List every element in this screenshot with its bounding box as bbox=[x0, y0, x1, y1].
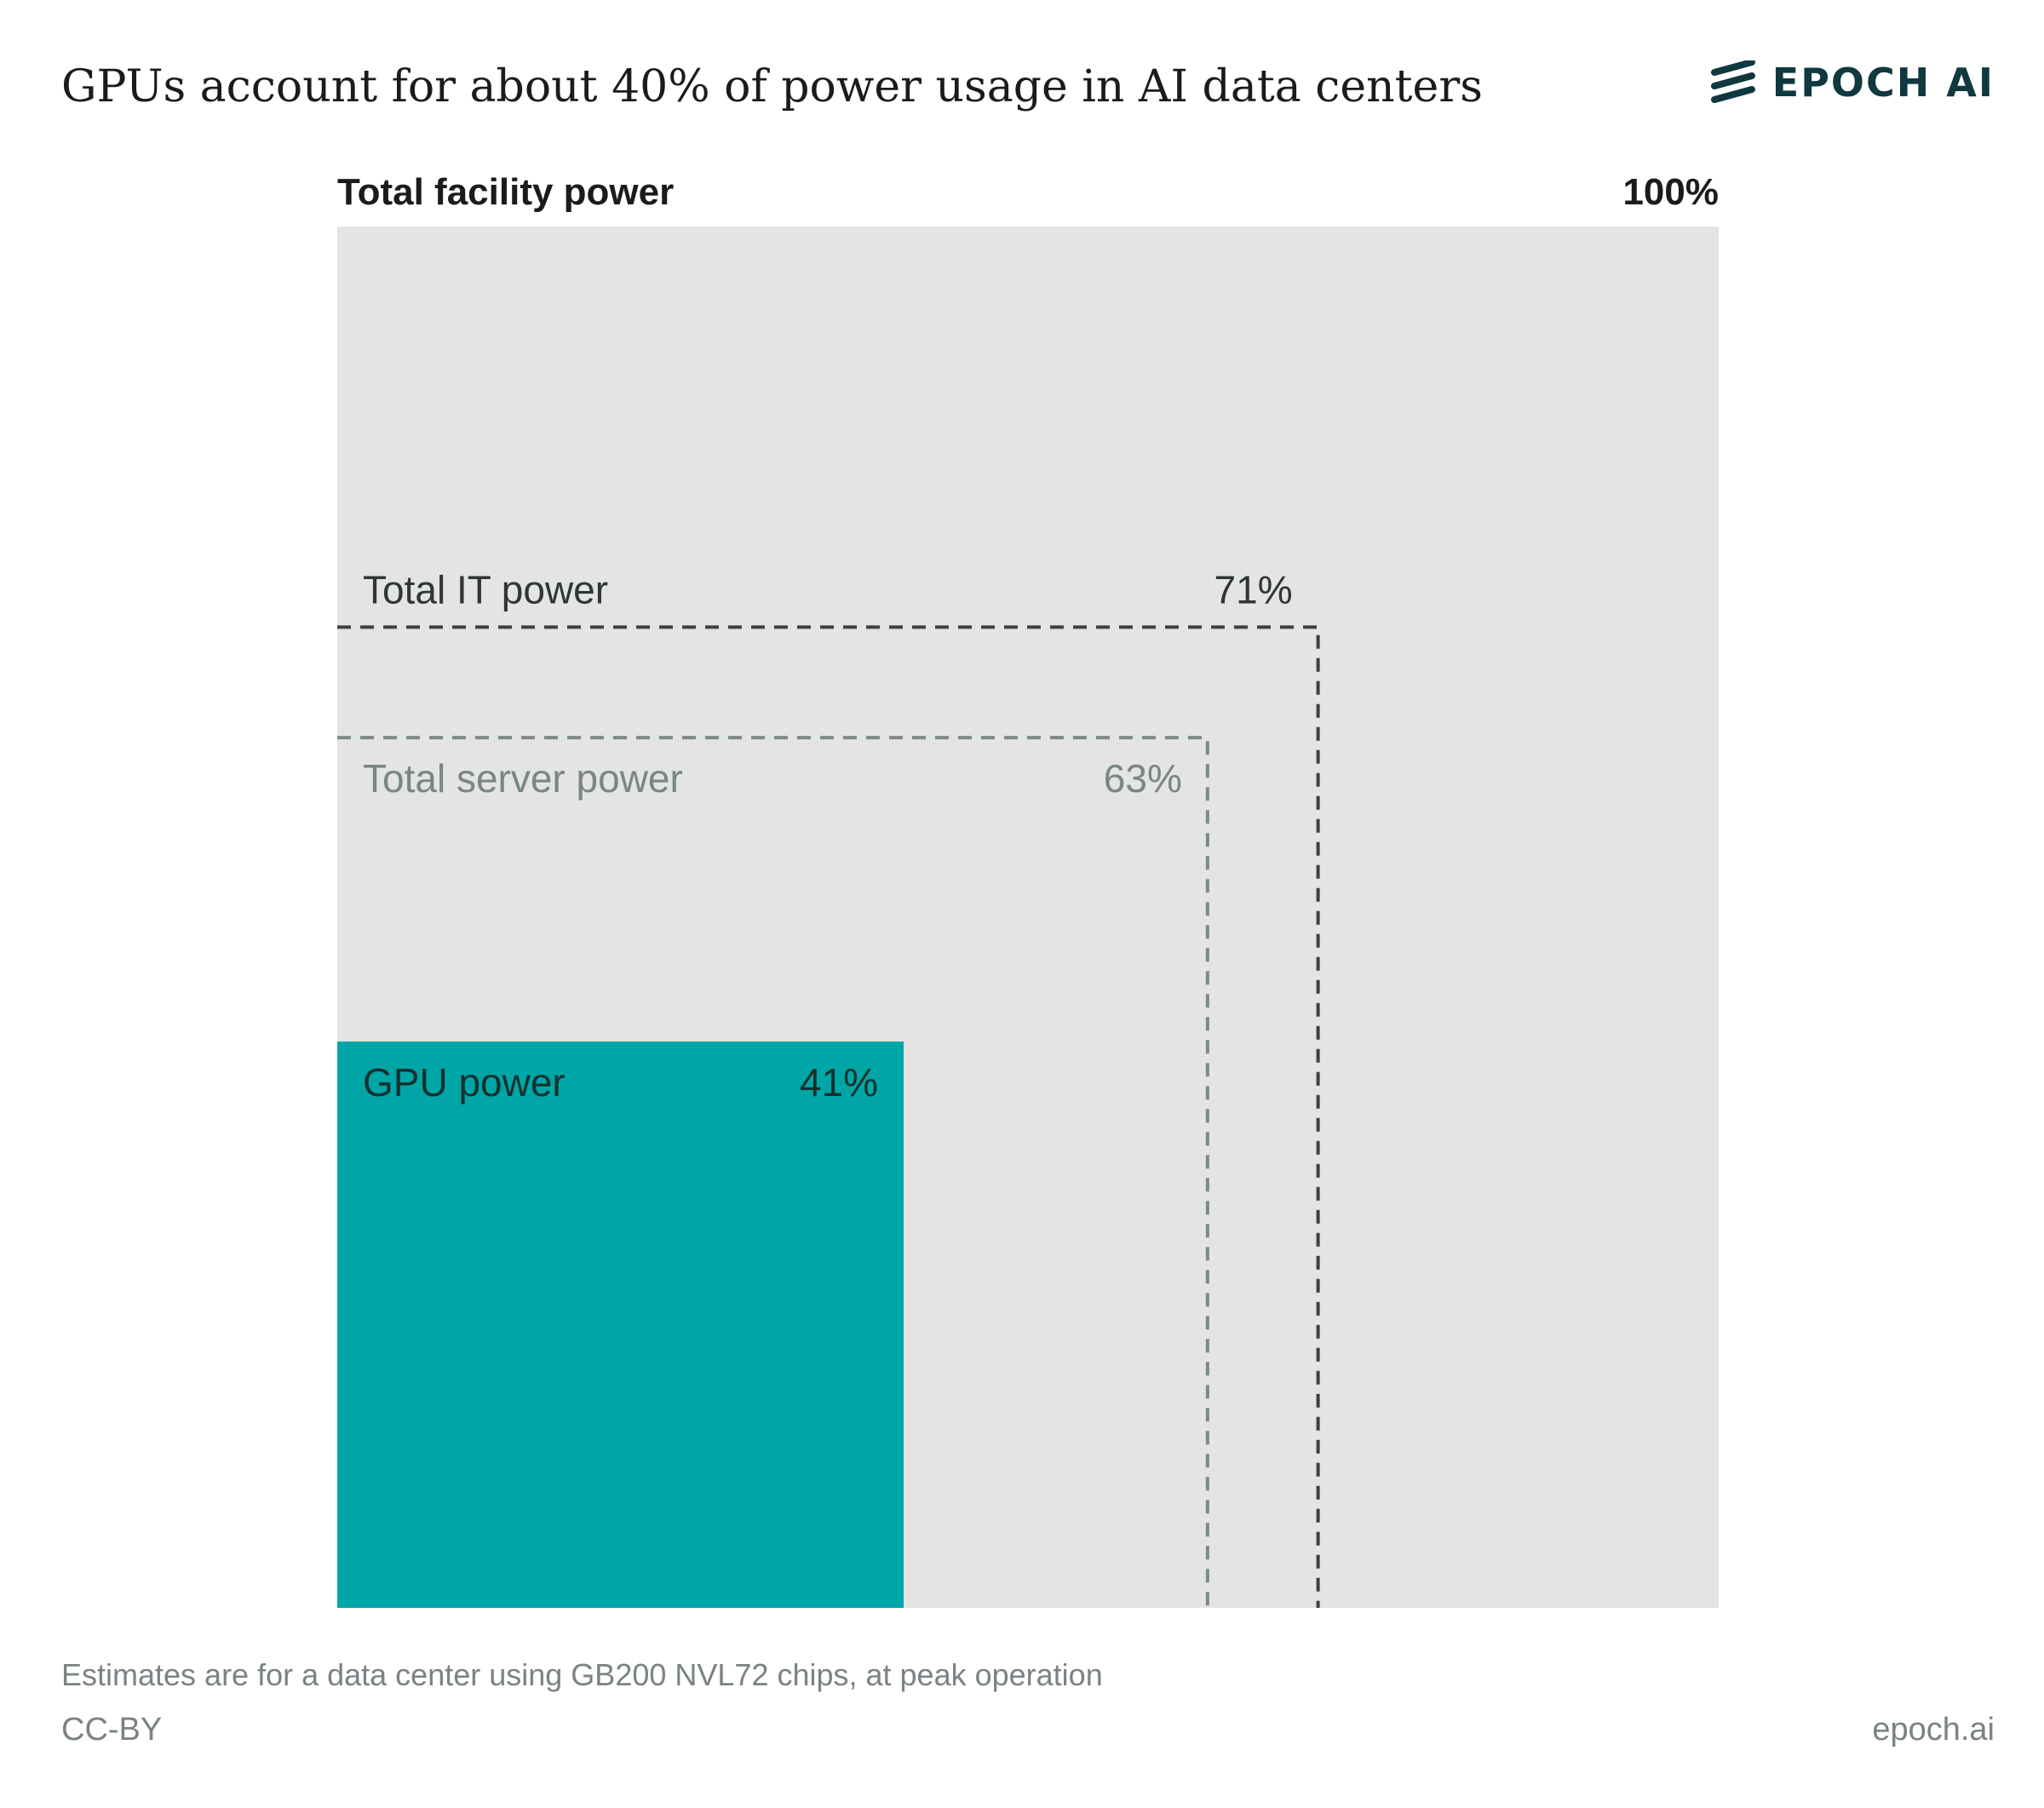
gpu-power-area bbox=[337, 1041, 904, 1608]
total-server-power-label: Total server power bbox=[363, 756, 683, 801]
gpu-power-value-label: 41% bbox=[800, 1060, 878, 1105]
total-it-power-label: Total IT power bbox=[363, 567, 608, 611]
logo-text: EPOCH AI bbox=[1771, 60, 1995, 106]
total-it-power-boundary bbox=[337, 625, 1320, 1608]
total-facility-power-value-label: 100% bbox=[1622, 171, 1719, 213]
total-server-power-boundary bbox=[337, 736, 1209, 1608]
total-server-power-value-label: 63% bbox=[1104, 756, 1182, 801]
chart-title: GPUs account for about 40% of power usag… bbox=[61, 61, 1483, 112]
epoch-stripes-icon bbox=[1710, 60, 1755, 103]
epoch-logo[interactable]: EPOCH AI bbox=[1709, 60, 1995, 106]
footer-site-link[interactable]: epoch.ai bbox=[1872, 1712, 1995, 1748]
gpu-power-label: GPU power bbox=[363, 1060, 566, 1105]
total-it-power-value-label: 71% bbox=[1214, 567, 1293, 611]
total-facility-power-label: Total facility power bbox=[337, 171, 674, 213]
footer-license: CC-BY bbox=[61, 1712, 163, 1748]
footer-note: Estimates are for a data center using GB… bbox=[61, 1657, 1103, 1692]
